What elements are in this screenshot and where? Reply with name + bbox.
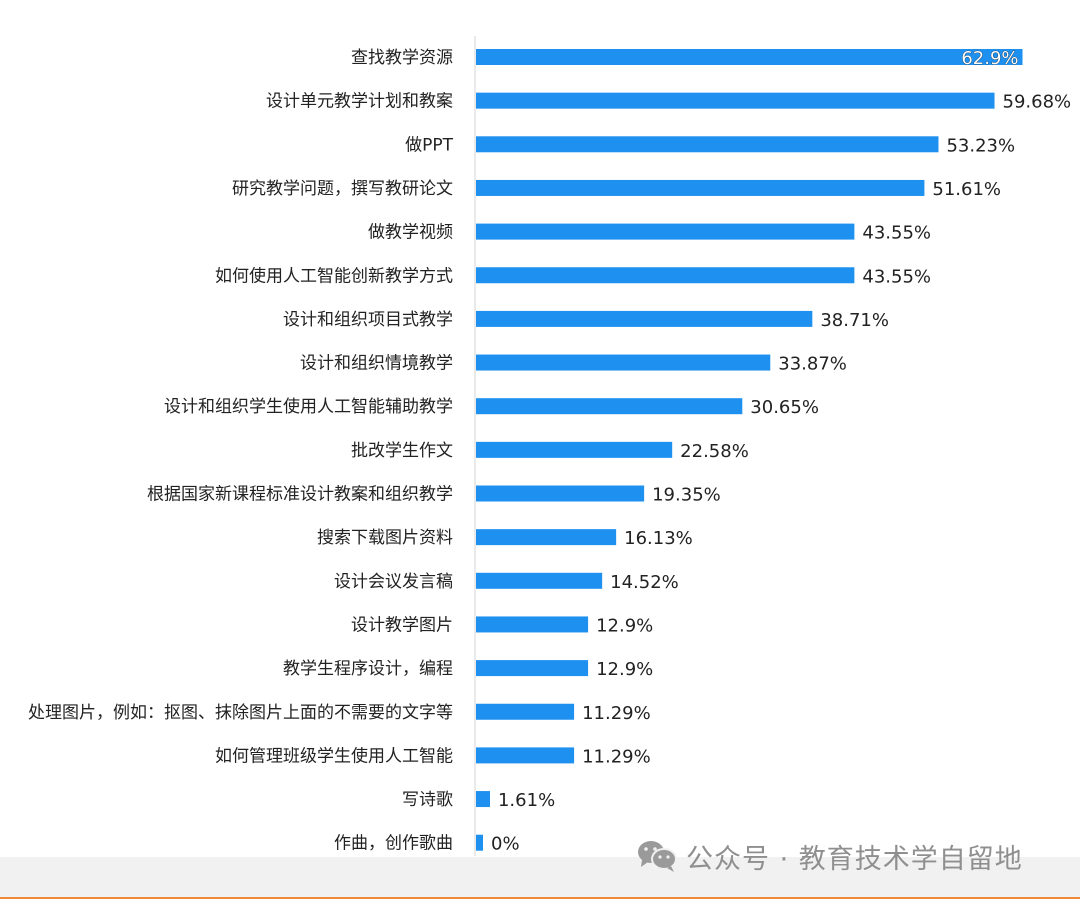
category-label: 做PPT — [405, 135, 454, 155]
category-label: 设计教学图片 — [351, 615, 453, 635]
category-label: 如何管理班级学生使用人工智能 — [215, 745, 453, 766]
category-label: 搜索下载图片资料 — [317, 528, 453, 548]
category-label: 设计和组织学生使用人工智能辅助教学 — [164, 396, 453, 417]
value-label: 0% — [491, 834, 520, 855]
category-label: 设计和组织情境教学 — [300, 354, 453, 374]
category-label: 设计和组织项目式教学 — [283, 310, 453, 330]
bar — [476, 791, 490, 808]
category-label: 作曲，创作歌曲 — [334, 834, 453, 854]
wechat-icon — [636, 839, 678, 873]
value-label: 59.68% — [1003, 92, 1072, 113]
value-label: 51.61% — [932, 179, 1001, 200]
bar — [476, 529, 617, 546]
bar — [476, 267, 855, 284]
value-label: 53.23% — [946, 135, 1015, 156]
watermark: 公众号 · 教育技术学自留地 — [636, 836, 1023, 876]
category-label: 如何使用人工智能创新教学方式 — [215, 265, 453, 286]
value-label: 22.58% — [680, 441, 749, 462]
watermark-text: 公众号 · 教育技术学自留地 — [686, 843, 1023, 875]
value-label: 38.71% — [820, 310, 889, 331]
bar — [476, 179, 925, 196]
bar — [476, 398, 743, 415]
value-label: 14.52% — [610, 572, 679, 593]
bar — [476, 485, 645, 502]
value-label: 43.55% — [862, 223, 931, 244]
bar — [476, 136, 939, 153]
category-label: 查找教学资源 — [351, 48, 453, 68]
category-label: 研究教学问题，撰写教研论文 — [232, 179, 453, 199]
value-label: 16.13% — [624, 528, 693, 549]
bar — [476, 92, 995, 109]
value-label: 43.55% — [862, 266, 931, 287]
bar — [476, 49, 1023, 65]
value-label: 1.61% — [498, 790, 555, 811]
category-label: 批改学生作文 — [351, 441, 453, 461]
category-label: 做教学视频 — [368, 223, 453, 243]
category-label: 设计会议发言稿 — [334, 572, 453, 592]
bar — [476, 616, 589, 633]
bar — [476, 310, 813, 327]
value-label: 62.9% — [961, 48, 1018, 69]
value-label: 11.29% — [582, 703, 651, 724]
footer-accent-line — [0, 897, 1080, 899]
value-label: 11.29% — [582, 746, 651, 767]
category-label: 处理图片，例如：抠图、抹除图片上面的不需要的文字等 — [28, 703, 453, 723]
bar — [476, 703, 575, 720]
value-label: 12.9% — [596, 659, 653, 680]
category-label: 根据国家新课程标准设计教案和组织教学 — [147, 485, 453, 505]
category-label: 设计单元教学计划和教案 — [266, 92, 453, 112]
bar — [476, 572, 603, 589]
value-label: 12.9% — [596, 615, 653, 636]
category-label: 写诗歌 — [402, 790, 453, 810]
category-label: 教学生程序设计，编程 — [283, 659, 453, 679]
bar — [476, 747, 575, 764]
value-label: 30.65% — [750, 397, 819, 418]
bar — [476, 223, 855, 240]
value-label: 33.87% — [778, 354, 847, 375]
bar — [476, 441, 673, 458]
bar — [476, 660, 589, 677]
bar — [476, 834, 483, 851]
bar — [476, 354, 771, 371]
value-label: 19.35% — [652, 485, 721, 506]
footer-bar — [0, 857, 1080, 899]
